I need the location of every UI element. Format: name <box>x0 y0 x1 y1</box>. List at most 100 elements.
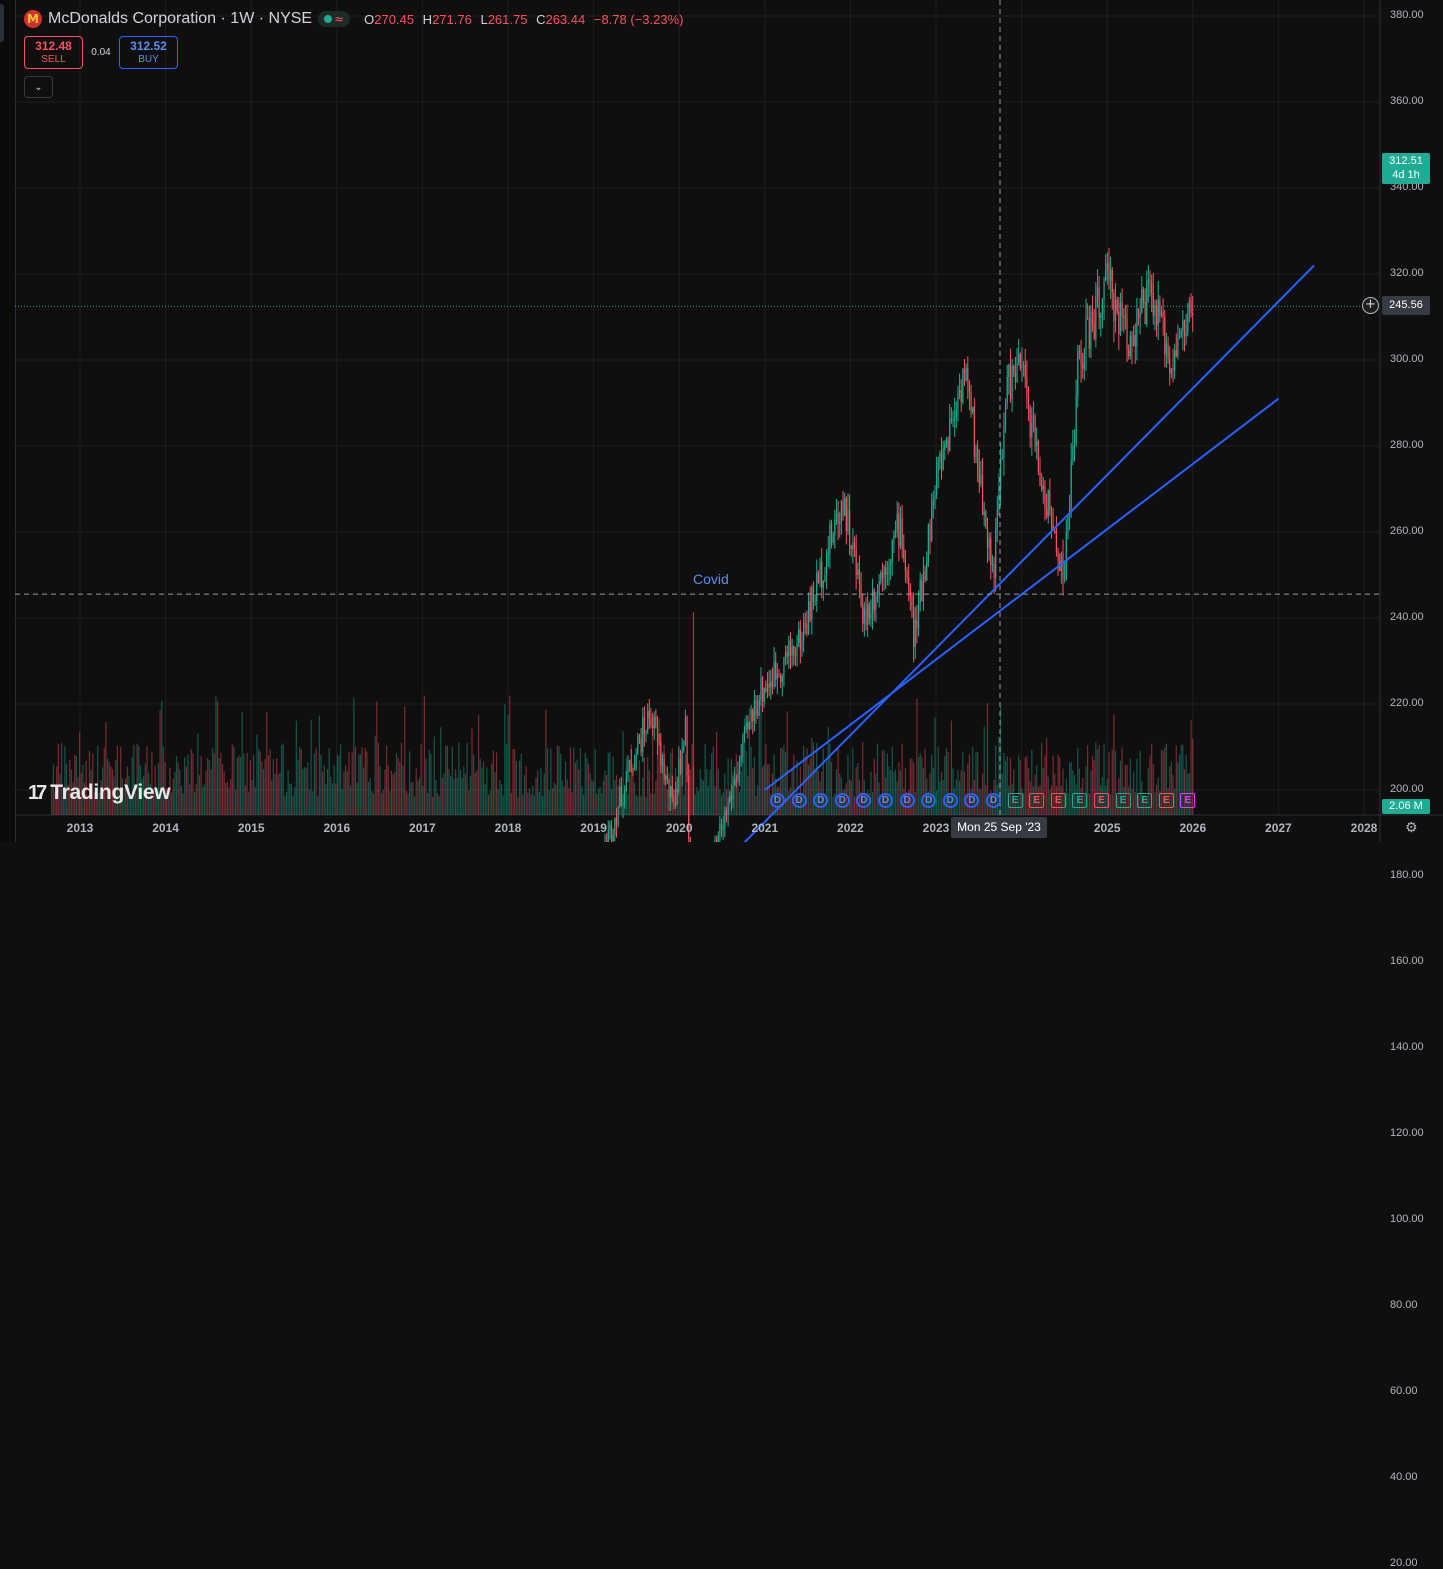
time-axis-label: 2014 <box>152 821 179 835</box>
bar-countdown: 4d 1h <box>1392 169 1420 181</box>
candle-body <box>1141 289 1143 313</box>
collapse-legend-button[interactable]: ⌄ <box>24 76 53 98</box>
candle-body <box>642 717 644 753</box>
dividend-event-icon[interactable]: D <box>770 793 785 808</box>
sell-price: 312.48 <box>35 39 72 54</box>
volume-bar <box>633 782 636 815</box>
candle-body <box>758 700 760 710</box>
candle-body <box>1039 471 1041 486</box>
dividend-event-icon[interactable]: D <box>921 793 937 808</box>
volume-bar <box>711 753 713 815</box>
volume-bar <box>62 788 64 815</box>
dividend-event-icon[interactable]: D <box>878 793 893 808</box>
sell-button[interactable]: 312.48 SELL <box>24 36 83 69</box>
volume-bar <box>694 794 696 815</box>
toolbar-tab[interactable] <box>0 4 4 42</box>
volume-bar <box>647 757 649 815</box>
volume-bar <box>1078 768 1081 815</box>
candle-body <box>1101 299 1104 316</box>
volume-bar <box>1139 750 1141 815</box>
add-alert-plus-icon[interactable]: + <box>1362 297 1379 314</box>
volume-bar <box>372 793 375 815</box>
volume-bar <box>622 731 624 815</box>
volume-bar <box>374 735 376 815</box>
buy-button[interactable]: 312.52 BUY <box>119 36 178 69</box>
candle-body <box>1064 578 1066 580</box>
dividend-event-icon[interactable]: D <box>856 793 872 808</box>
market-status-pill[interactable]: ≈ <box>318 11 351 27</box>
candle-body <box>832 534 834 543</box>
tradingview-logo[interactable]: 17 TradingView <box>28 781 171 805</box>
candle-body <box>880 572 882 582</box>
volume-bar <box>934 717 936 815</box>
volume-bar <box>1165 743 1168 815</box>
candle-body <box>1119 301 1122 335</box>
volume-bar <box>724 773 726 815</box>
price-chart[interactable] <box>0 0 1443 842</box>
covid-annotation[interactable]: Covid <box>693 571 729 587</box>
dividend-event-icon[interactable]: D <box>964 793 980 808</box>
volume-bar <box>1039 785 1041 815</box>
candle-body <box>937 461 939 471</box>
candle-body <box>1055 532 1058 551</box>
volume-bar <box>1034 774 1036 815</box>
dividend-event-icon[interactable]: D <box>791 793 807 808</box>
earnings-event-icon[interactable]: E <box>1158 793 1174 808</box>
volume-bar <box>945 748 948 815</box>
earnings-event-icon[interactable]: E <box>1115 793 1131 808</box>
candle-body <box>1077 351 1079 397</box>
earnings-event-icon[interactable]: E <box>1050 793 1066 808</box>
earnings-event-icon[interactable]: E <box>1007 793 1023 808</box>
volume-bar <box>832 796 834 815</box>
candle-body <box>857 569 859 575</box>
volume-bar <box>837 747 839 815</box>
volume-bar <box>407 793 409 815</box>
volume-bar <box>1114 750 1117 815</box>
candle-body <box>1037 441 1039 472</box>
price-axis-label: 40.00 <box>1390 1471 1418 1483</box>
volume-bar <box>231 744 233 815</box>
candle-body <box>871 589 874 614</box>
symbol-title[interactable]: McDonalds Corporation · 1W · NYSE <box>48 10 313 27</box>
candle-body <box>1080 349 1082 365</box>
volume-bar <box>1124 764 1126 815</box>
volume-bar <box>246 752 248 815</box>
earnings-event-icon[interactable]: E <box>1094 793 1109 808</box>
earnings-event-icon[interactable]: E <box>1180 793 1196 808</box>
volume-bar <box>1047 776 1049 815</box>
volume-bar <box>1083 794 1085 815</box>
volume-bar <box>161 700 163 815</box>
candle-body <box>883 567 885 578</box>
volume-bar <box>780 747 782 815</box>
dividend-event-icon[interactable]: D <box>813 793 829 808</box>
candle-body <box>1121 301 1123 317</box>
dividend-event-icon[interactable]: D <box>986 793 1001 808</box>
price-axis-label: 140.00 <box>1390 1041 1424 1053</box>
candle-body <box>940 453 943 470</box>
volume-bar <box>592 781 595 815</box>
volume-bar <box>683 795 685 815</box>
earnings-event-icon[interactable]: E <box>1072 793 1088 808</box>
volume-bar <box>106 758 109 815</box>
candle-body <box>648 710 650 719</box>
candle-body <box>752 709 754 721</box>
volume-bar <box>51 783 53 815</box>
dividend-event-icon[interactable]: D <box>899 793 915 808</box>
volume-bar <box>108 762 110 815</box>
volume-bar <box>266 711 268 815</box>
earnings-event-icon[interactable]: E <box>1137 793 1153 808</box>
settings-gear-icon[interactable]: ⚙ <box>1405 820 1418 836</box>
volume-bar <box>894 769 897 815</box>
candle-body <box>929 524 931 541</box>
candle-body <box>645 732 647 734</box>
dividend-event-icon[interactable]: D <box>942 793 958 808</box>
candle-body <box>896 513 898 531</box>
earnings-event-icon[interactable]: E <box>1029 793 1045 808</box>
candle-body <box>914 620 916 648</box>
dividend-event-icon[interactable]: D <box>834 793 850 808</box>
candle-body <box>761 678 764 702</box>
candle-body <box>1131 335 1133 347</box>
candle-body <box>876 594 879 598</box>
candle-body <box>1047 490 1049 517</box>
volume-bar <box>257 748 260 815</box>
